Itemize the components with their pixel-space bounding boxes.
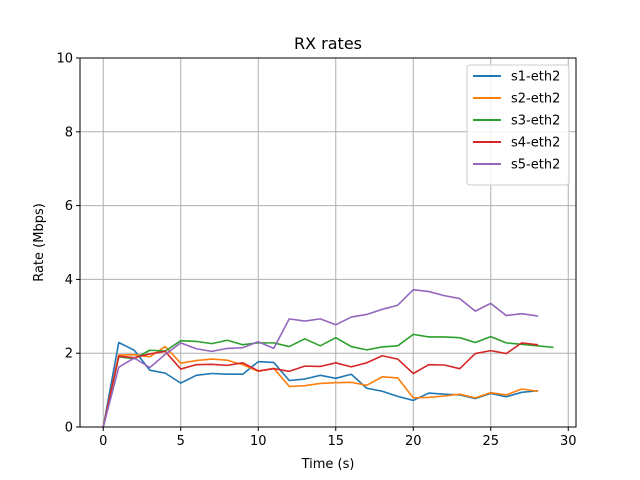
x-axis-label: Time (s) [301,457,355,472]
legend-label: s1-eth2 [511,70,560,85]
y-tick-label: 8 [65,125,73,140]
series-line [102,288,539,428]
x-tick-label: 30 [560,434,577,449]
x-axis: 0 5 10 15 20 25 30 [99,427,577,449]
series-s4-eth2 [102,342,539,428]
y-tick-label: 0 [65,421,73,436]
chart-title: RX rates [294,34,362,53]
x-tick-label: 20 [405,434,422,449]
series-s2-eth2 [102,345,539,428]
series-line [102,333,554,428]
series-s3-eth2 [102,333,554,428]
x-tick-label: 15 [327,434,344,449]
series-line [102,345,539,428]
legend: s1-eth2 s2-eth2 s3-eth2 s4-eth2 s5-eth2 [466,64,570,186]
x-tick-label: 0 [99,434,107,449]
series-line [102,342,539,428]
y-tick-label: 4 [65,273,73,288]
y-tick-label: 2 [65,347,73,362]
series-layer [102,288,554,428]
plot-frame [79,57,577,428]
y-axis-label: Rate (Mbps) [32,203,47,282]
y-tick-label: 6 [65,199,73,214]
x-tick-label: 25 [482,434,499,449]
y-axis: 0 2 4 6 8 10 [56,52,80,436]
legend-label: s5-eth2 [511,158,560,173]
legend-label: s2-eth2 [511,92,560,107]
legend-label: s4-eth2 [511,136,560,151]
x-tick-label: 5 [177,434,185,449]
x-tick-label: 10 [250,434,267,449]
legend-frame [466,64,570,186]
series-s5-eth2 [102,288,539,428]
legend-label: s3-eth2 [511,114,560,129]
y-tick-label: 10 [56,52,73,67]
